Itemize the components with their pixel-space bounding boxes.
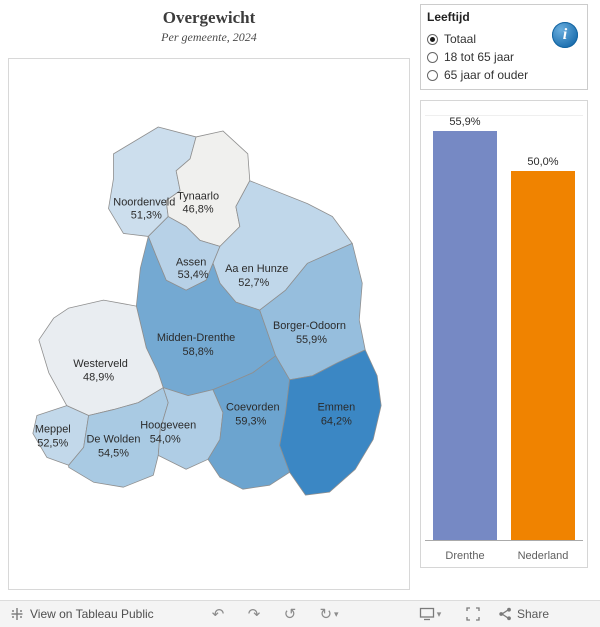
map-label-emmen: Emmen xyxy=(318,402,356,414)
reset-button[interactable]: ↺ xyxy=(280,601,300,627)
share-icon xyxy=(499,607,511,621)
radio-icon xyxy=(427,51,438,63)
filter-title: Leeftijd xyxy=(427,10,470,24)
map-label-midden-drenthe: Midden-Drenthe xyxy=(157,332,235,344)
view-on-tableau-link[interactable]: View on Tableau Public xyxy=(10,601,154,627)
map-label-de-wolden: De Wolden xyxy=(87,433,141,445)
map-region-de-wolden[interactable] xyxy=(68,387,169,488)
radio-18-tot-65[interactable]: 18 tot 65 jaar xyxy=(427,48,581,66)
redo-button[interactable]: ↷ xyxy=(244,601,264,627)
map-value-tynaarlo: 46,8% xyxy=(183,204,214,216)
map-label-assen: Assen xyxy=(176,256,206,268)
map-label-aa-en-hunze: Aa en Hunze xyxy=(225,263,288,275)
chevron-down-icon: ▾ xyxy=(436,608,442,619)
device-monitor-icon xyxy=(419,607,434,621)
fullscreen-button[interactable] xyxy=(462,601,484,627)
bar-drenthe[interactable] xyxy=(433,131,497,540)
map-label-coevorden: Coevorden xyxy=(226,402,280,414)
undo-button[interactable]: ↶ xyxy=(208,601,228,627)
undo-icon: ↶ xyxy=(211,606,225,623)
axis-label-drenthe: Drenthe xyxy=(445,550,485,562)
refresh-icon: ↻ xyxy=(319,606,333,623)
tableau-toolbar: View on Tableau Public ↶ ↷ ↺ ↻ ▾ ▾ xyxy=(0,600,600,627)
map-label-tynaarlo: Tynaarlo xyxy=(177,191,219,203)
map-value-emmen: 64,2% xyxy=(321,415,352,427)
share-label: Share xyxy=(517,607,550,621)
header: Overgewicht Per gemeente, 2024 xyxy=(8,8,410,45)
chevron-down-icon: ▾ xyxy=(334,608,339,619)
bar-nederland[interactable] xyxy=(511,171,575,540)
bar-value-label: 55,9% xyxy=(449,116,481,128)
view-on-tableau-label: View on Tableau Public xyxy=(30,607,154,621)
device-layout-button[interactable]: ▾ xyxy=(414,601,446,627)
axis-label-nederland: Nederland xyxy=(517,550,569,562)
map-label-noordenveld: Noordenveld xyxy=(113,197,175,209)
map-value-meppel: 52,5% xyxy=(37,437,68,449)
fullscreen-icon xyxy=(466,607,480,621)
radio-65-of-ouder[interactable]: 65 jaar of ouder xyxy=(427,66,581,84)
page-title: Overgewicht xyxy=(162,8,256,27)
info-icon[interactable]: i xyxy=(552,22,578,48)
map-value-midden-drenthe: 58,8% xyxy=(183,346,214,358)
map-value-westerveld: 48,9% xyxy=(83,372,114,384)
map-value-hoogeveen: 54,0% xyxy=(150,433,181,445)
map-panel: Noordenveld 51,3% Tynaarlo 46,8% Assen 5… xyxy=(8,58,410,590)
page-subtitle: Per gemeente, 2024 xyxy=(161,30,257,44)
radio-totaal[interactable]: Totaal xyxy=(427,30,581,48)
tableau-logo-icon xyxy=(11,608,23,620)
map-value-borger-odoorn: 55,9% xyxy=(296,334,327,346)
map-region-emmen[interactable] xyxy=(279,349,382,496)
redo-icon: ↷ xyxy=(247,606,261,623)
map-value-de-wolden: 54,5% xyxy=(98,447,129,459)
bar-value-label: 50,0% xyxy=(527,156,559,168)
map-label-borger-odoorn: Borger-Odoorn xyxy=(273,320,346,332)
leeftijd-filter-panel: Leeftijd Totaal 18 tot 65 jaar 65 jaar o… xyxy=(420,4,588,90)
bar-chart-panel: 55,9% 50,0% Drenthe Nederland xyxy=(420,100,588,568)
bar-column-nederland: 50,0% xyxy=(509,116,577,540)
bar-column-drenthe: 55,9% xyxy=(431,116,499,540)
share-button[interactable]: Share xyxy=(498,601,562,627)
drenthe-map: Noordenveld 51,3% Tynaarlo 46,8% Assen 5… xyxy=(32,126,382,496)
bar-chart-plot: 55,9% 50,0% xyxy=(425,115,583,541)
radio-icon xyxy=(427,33,438,45)
map-value-noordenveld: 51,3% xyxy=(131,210,162,222)
refresh-button[interactable]: ↻ ▾ xyxy=(314,601,344,627)
radio-icon xyxy=(427,69,438,81)
map-label-meppel: Meppel xyxy=(35,423,71,435)
map-label-hoogeveen: Hoogeveen xyxy=(140,419,196,431)
map-label-westerveld: Westerveld xyxy=(73,358,128,370)
reset-icon: ↺ xyxy=(283,606,297,623)
map-value-aa-en-hunze: 52,7% xyxy=(238,277,269,289)
map-value-coevorden: 59,3% xyxy=(235,415,266,427)
map-value-assen: 53,4% xyxy=(178,269,209,281)
